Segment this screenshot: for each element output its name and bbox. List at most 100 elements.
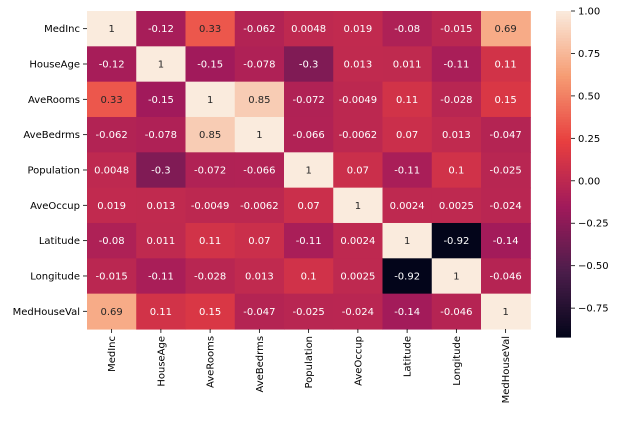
heatmap-cell-aveoccup-latitude [382, 187, 433, 224]
heatmap-cell-aveoccup-averooms [185, 187, 236, 224]
cell-annotation: 0.85 [248, 95, 270, 106]
heatmap-cell-population-averooms [185, 152, 236, 189]
cell-annotation: 0.07 [297, 201, 319, 212]
x-tick-labels: MedInc HouseAge AveRooms AveBedrms Populatio… [107, 328, 512, 403]
colorbar-segment [556, 233, 571, 238]
colorbar-segment [556, 285, 571, 289]
cell-annotation: 0.15 [494, 95, 516, 106]
heatmap-cell-population-population [284, 152, 334, 189]
colorbar-segment [556, 103, 571, 107]
y-tick-labels: MedInc HouseAge AveRooms AveBedrms Populatio… [13, 24, 87, 318]
colorbar-segment [556, 195, 571, 200]
colorbar-segment [556, 76, 571, 80]
colorbar-tick-label: 0.50 [578, 91, 600, 102]
heatmap-cell-houseage-medhouseval [481, 46, 531, 83]
colorbar-tick-label: 0.00 [578, 176, 600, 187]
colorbar-segment [556, 184, 571, 189]
cell-annotation: -0.078 [243, 59, 275, 70]
cell-annotation: 0.0048 [291, 24, 326, 35]
colorbar-segment [556, 122, 571, 126]
colorbar-segment [556, 57, 571, 61]
heatmap-cell-medinc-medhouseval [481, 11, 531, 47]
cell-annotation: 1 [108, 24, 114, 35]
y-tick-label: HouseAge [29, 59, 80, 70]
heatmap-cell-longitude-latitude [382, 258, 433, 295]
y-tick-label: Population [27, 165, 80, 176]
heatmap-cell-longitude-avebedrms [234, 258, 285, 295]
cell-annotation: -0.025 [293, 307, 325, 318]
heatmap-cell-medinc-longitude [431, 11, 482, 47]
heatmap-cell-latitude-averooms [185, 222, 236, 259]
colorbar-segment [556, 92, 571, 96]
heatmap-cell-houseage-longitude [431, 46, 482, 83]
y-tick-label: Latitude [39, 236, 80, 247]
colorbar-segment [556, 21, 571, 26]
cell-annotation: 0.69 [494, 24, 516, 35]
heatmap-cell-population-avebedrms [234, 152, 285, 189]
colorbar-segment [556, 323, 571, 327]
colorbar-segment [556, 100, 571, 104]
heatmap-cell-houseage-aveoccup [333, 46, 384, 83]
colorbar-segment [556, 203, 571, 208]
colorbar-segment [556, 228, 571, 232]
colorbar-segment [556, 59, 571, 64]
colorbar-segment [556, 190, 571, 194]
colorbar-segment [556, 271, 571, 276]
heatmap-cell-avebedrms-avebedrms [234, 116, 285, 153]
colorbar-segment [556, 144, 571, 148]
colorbar-segment [556, 130, 571, 134]
colorbar-segment [556, 111, 571, 115]
cell-annotation: 0.11 [396, 95, 418, 106]
colorbar-segment [556, 49, 571, 53]
heatmap-cell-latitude-latitude [382, 222, 433, 259]
cell-annotation: -0.028 [194, 271, 226, 282]
heatmap-cells: 1 -0.12 0.33 -0.062 0.0048 0.019 -0.08 -0.015 0.… [87, 11, 531, 330]
cell-annotation: -0.11 [443, 59, 469, 70]
colorbar-segment [556, 301, 571, 305]
heatmap-cell-averooms-houseage [136, 81, 187, 118]
cell-annotation: -0.025 [490, 165, 522, 176]
colorbar-tick-label: 1.00 [578, 7, 600, 18]
cell-annotation: -0.024 [342, 307, 374, 318]
x-tick-label: AveOccup [353, 336, 364, 386]
colorbar-segment [556, 11, 571, 15]
cell-annotation: 0.11 [199, 236, 221, 247]
colorbar-segment [556, 260, 571, 265]
colorbar: 1.00 0.75 0.50 0.25 0.00 −0.25 −0.50 −0.75 [556, 7, 609, 338]
cell-annotation: 0.11 [150, 307, 172, 318]
y-tick-label: AveRooms [28, 95, 80, 106]
cell-annotation: -0.015 [96, 271, 128, 282]
cell-annotation: -0.08 [394, 24, 420, 35]
cell-annotation: -0.0049 [191, 201, 230, 212]
colorbar-segment [556, 89, 571, 94]
heatmap-cell-houseage-houseage [136, 46, 187, 83]
colorbar-segment [556, 217, 571, 221]
colorbar-segment [556, 27, 571, 31]
cell-annotation: -0.15 [197, 59, 223, 70]
colorbar-segment [556, 331, 571, 335]
colorbar-segment [556, 304, 571, 308]
colorbar-segment [556, 334, 571, 338]
cell-annotation: -0.062 [96, 130, 128, 141]
y-tick-label: AveBedrms [23, 130, 80, 141]
heatmap-cell-averooms-medinc [87, 81, 137, 118]
heatmap-cell-avebedrms-averooms [185, 116, 236, 153]
cell-annotation: 1 [502, 307, 508, 318]
cell-annotation: 0.1 [448, 165, 464, 176]
heatmap-cell-aveoccup-houseage [136, 187, 187, 224]
colorbar-segment [556, 125, 571, 129]
heatmap-cell-population-houseage [136, 152, 187, 189]
cell-annotation: -0.046 [440, 307, 472, 318]
heatmap-cell-avebedrms-medhouseval [481, 116, 531, 153]
heatmap-cell-avebedrms-houseage [136, 116, 187, 153]
colorbar-segment [556, 309, 571, 314]
cell-annotation: -0.92 [443, 236, 469, 247]
cell-annotation: -0.11 [148, 271, 174, 282]
heatmap-cell-avebedrms-medinc [87, 116, 137, 153]
heatmap-cell-avebedrms-latitude [382, 116, 433, 153]
x-tick-label: MedInc [107, 336, 118, 372]
cell-annotation: 1 [404, 236, 410, 247]
heatmap-cell-medhouseval-medhouseval [481, 293, 531, 330]
